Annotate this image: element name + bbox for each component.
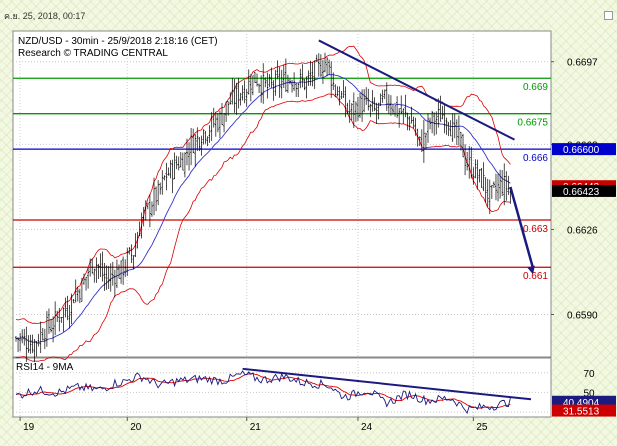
forecast-arrow-head: [527, 265, 535, 275]
price-trendline: [318, 39, 515, 141]
level-label: 0.661: [523, 271, 548, 282]
rsi-lines: [15, 367, 532, 415]
time-axis-label: 21: [250, 422, 262, 433]
price-tag-box: [552, 184, 616, 197]
price-axis-label: 0.6590: [567, 310, 598, 321]
candlesticks: [15, 52, 512, 362]
rsi-tag-label: 31.5513: [563, 407, 600, 418]
corner-checkbox[interactable]: [604, 11, 613, 20]
time-axis-label: 24: [361, 422, 373, 433]
rsi-title: RSI14 - 9MA: [16, 362, 74, 373]
level-label: 0.669: [523, 82, 548, 93]
price-axis-label: 0.6626: [567, 225, 598, 236]
rsi-axis-label: 70: [583, 369, 595, 380]
level-label: 0.6675: [517, 118, 548, 129]
rsi-tag-label: 40.4904: [563, 398, 600, 409]
level-label: 0.666: [523, 153, 548, 164]
bollinger-lower-band: [15, 93, 511, 362]
price-axis-label: 0.6697: [567, 58, 598, 69]
timestamp: ค.ย. 25, 2018, 00:17: [4, 11, 86, 21]
chart-subtitle: Research © TRADING CENTRAL: [18, 48, 168, 59]
rsi-trendline: [242, 367, 532, 401]
rsi-tag-box: [552, 404, 616, 417]
time-axis-label: 19: [23, 422, 35, 433]
level-label: 0.663: [523, 224, 548, 235]
chart-title: NZD/USD - 30min - 25/9/2018 2:18:16 (CET…: [18, 36, 218, 47]
rsi-line: [15, 370, 511, 415]
trend-overlays: [318, 39, 535, 275]
time-axis-label: 25: [476, 422, 488, 433]
time-axis-label: 20: [130, 422, 142, 433]
price-tag-label: 0.66600: [563, 145, 600, 156]
forecast-arrow-shaft: [509, 186, 535, 269]
x-gridlines: [19, 31, 474, 417]
time-axis: 19 20 21 24 25: [19, 417, 488, 433]
rsi-axis-label: 50: [583, 388, 595, 399]
price-tag-label: 0.66423: [563, 187, 600, 198]
price-tag-box: [552, 143, 616, 156]
